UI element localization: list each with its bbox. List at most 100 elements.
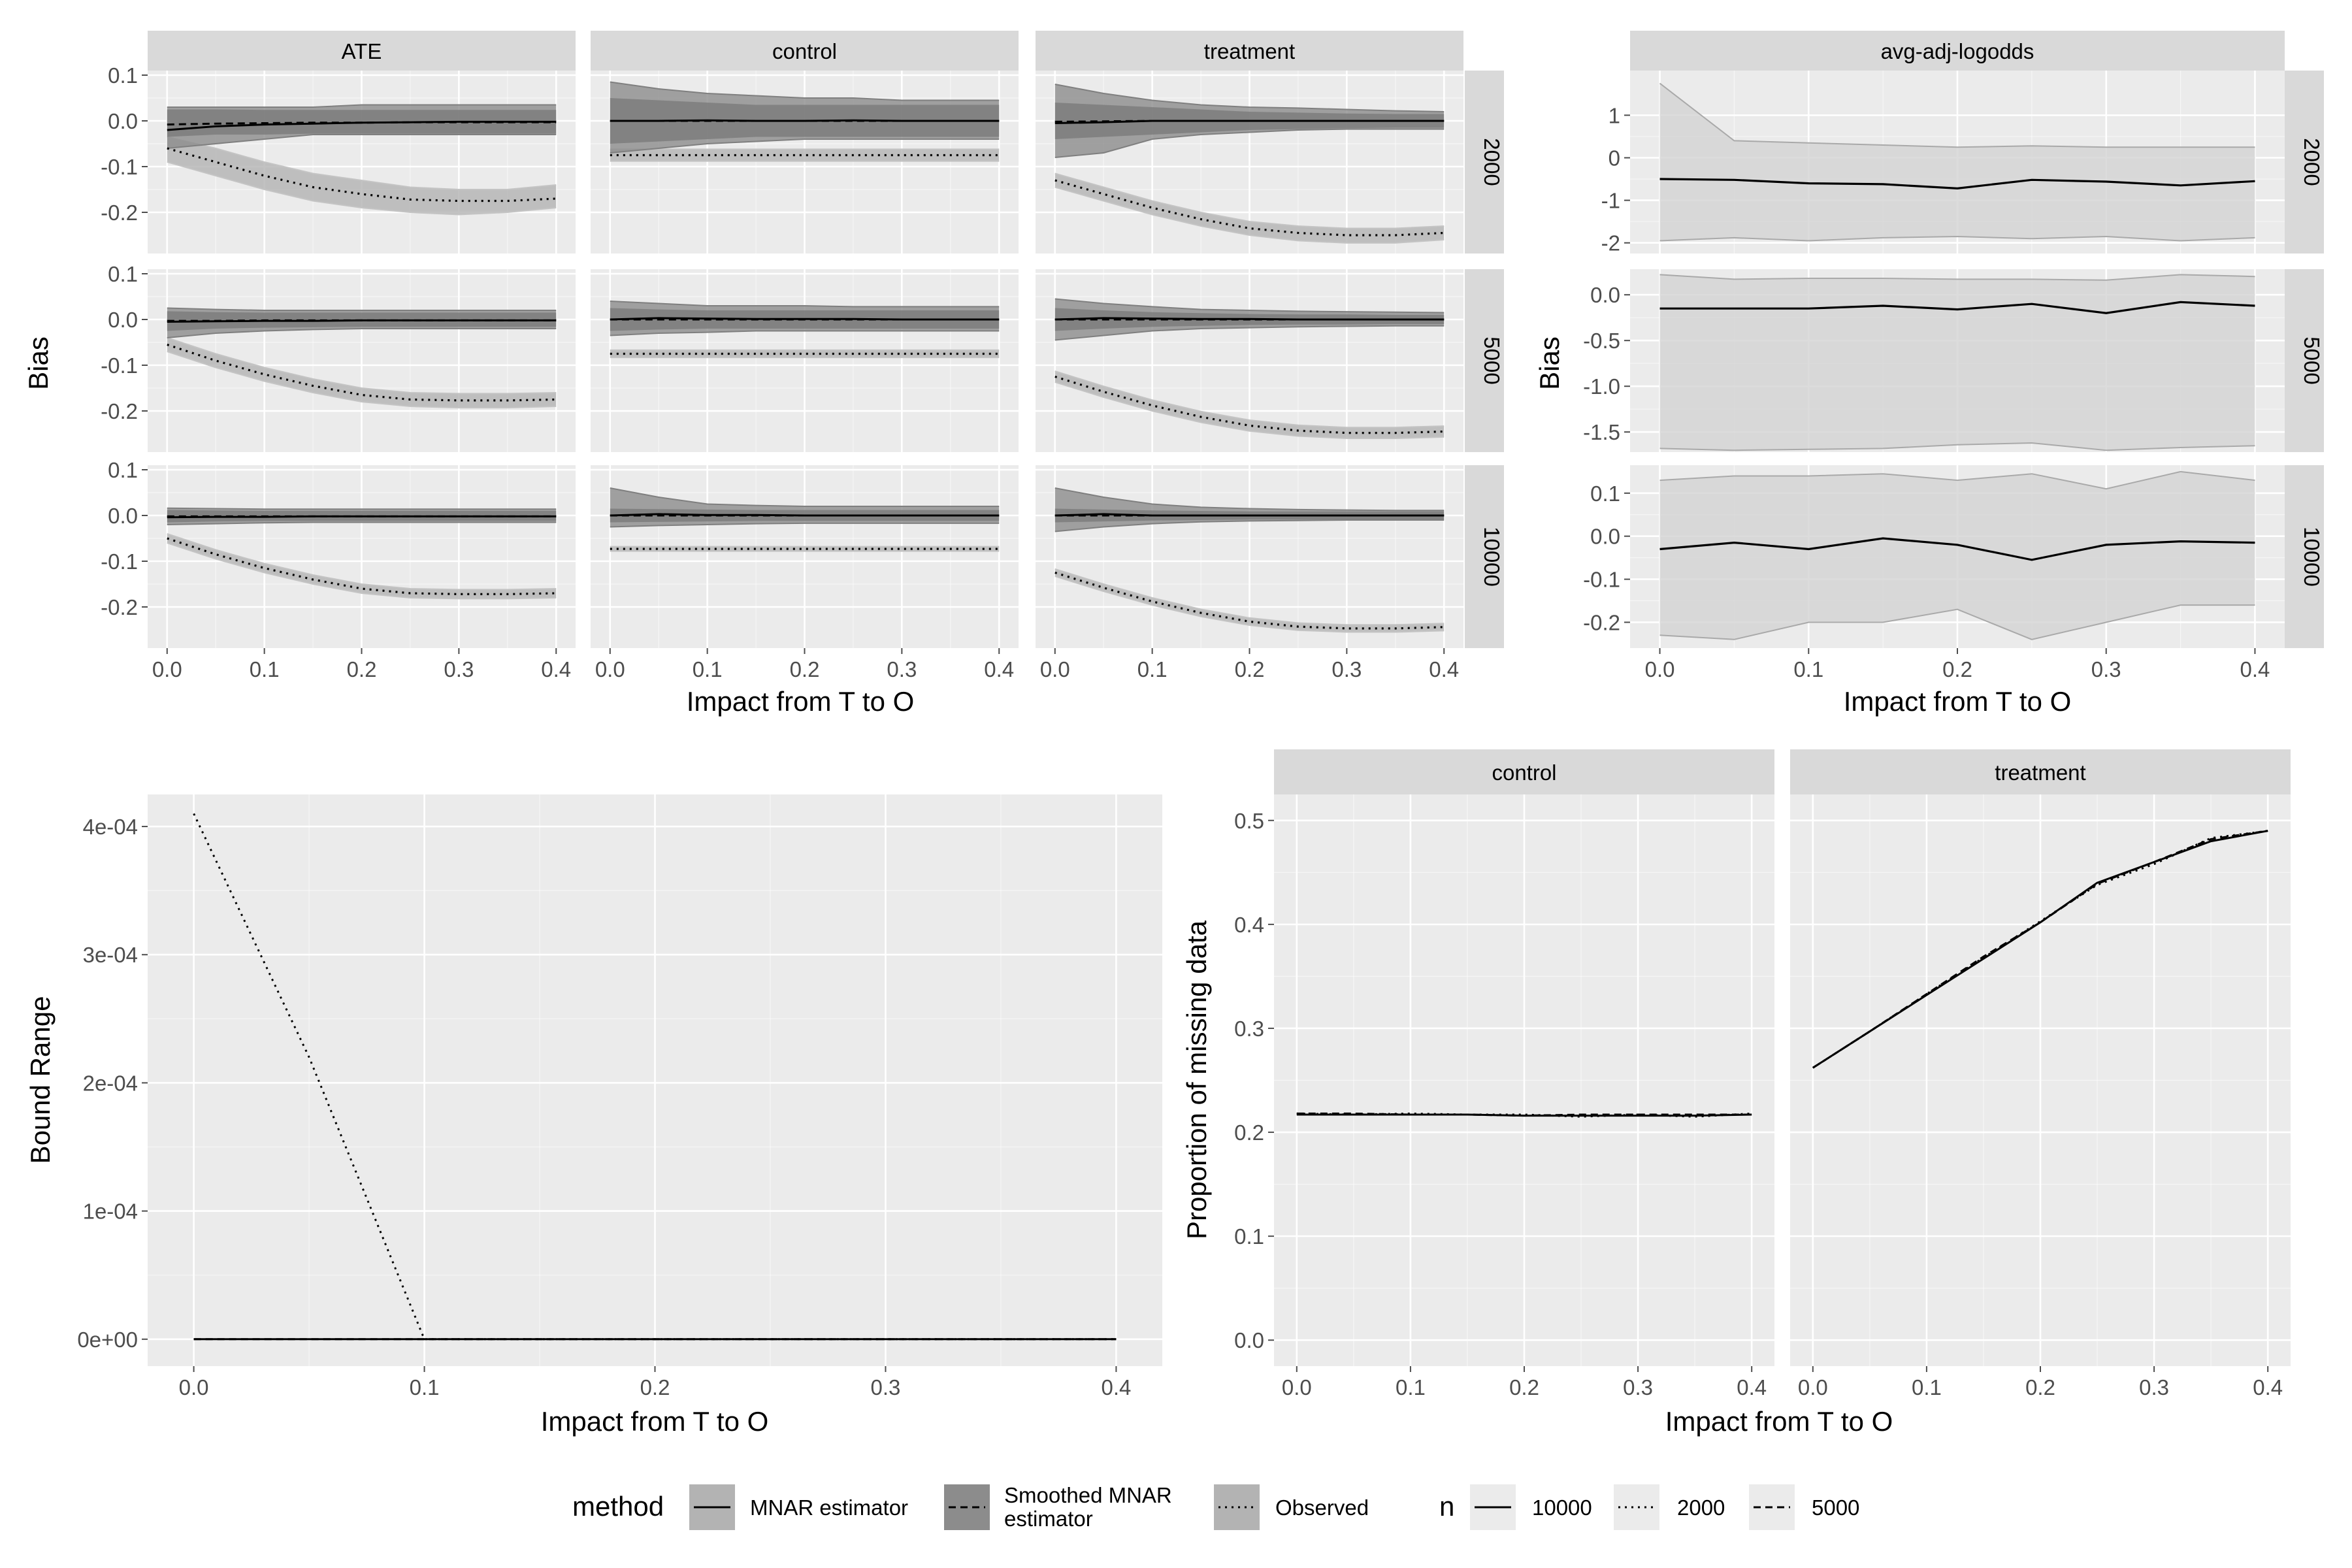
bias-panel-ATE-2000-y-tick-label: -0.1 <box>101 155 138 179</box>
logodds-panel-2000-y-tick-label: -2 <box>1601 231 1620 255</box>
row-strip-label-2000: 2000 <box>1480 138 1504 186</box>
row-strip-10000 <box>1465 465 1504 648</box>
bound-x-axis-title: Impact from T to O <box>541 1406 769 1437</box>
bias-panel-treatment-10000-x-tick-label: 0.4 <box>1429 657 1459 681</box>
missing-panel-treatment-x-tick-label: 0.1 <box>1912 1375 1942 1399</box>
logodds-y-axis-title: Bias <box>1534 336 1565 390</box>
logodds-panel-10000-x-tick-label: 0.4 <box>2240 657 2270 681</box>
bias-panel-ATE-10000-x-tick-label: 0.1 <box>250 657 280 681</box>
strip-logodds <box>1630 31 2285 71</box>
bias-panel-control-10000-x-tick-label: 0.4 <box>984 657 1014 681</box>
missing-y-axis-title: Proportion of missing data <box>1181 920 1212 1239</box>
legend-method-title: method <box>572 1491 664 1522</box>
bound-panel-y-tick-label: 3e-04 <box>83 943 138 967</box>
bound-panel-x-tick-label: 0.0 <box>179 1375 209 1399</box>
bias-panel-ATE-2000-observed-band-lower-edge <box>167 161 557 216</box>
missing-panel-control-y-tick-label: 0.1 <box>1234 1224 1264 1249</box>
bound-panel-x-tick-label: 0.1 <box>410 1375 440 1399</box>
logodds-panel-5000-band-lower-edge <box>1659 442 2255 451</box>
bias-panel-ATE-10000-observed-band <box>167 534 557 599</box>
logodds-panel-10000-x-tick-label: 0.1 <box>1793 657 1823 681</box>
bias-panel-treatment-10000-x-tick-label: 0.1 <box>1137 657 1168 681</box>
legend-n-label-2000: 2000 <box>1677 1495 1725 1520</box>
logodds-row-strip-label-5000: 5000 <box>2300 336 2324 384</box>
missing-panel-control-line-n-2000 <box>1296 1112 1752 1118</box>
bound-panel-y-tick-label: 2e-04 <box>83 1071 138 1095</box>
missing-strip-treatment <box>1790 749 2291 794</box>
missing-panel-treatment-x-tick-label: 0.4 <box>2253 1375 2283 1399</box>
bias-panel-ATE-5000-y-tick-label: -0.2 <box>101 399 138 423</box>
row-strip-label-5000: 5000 <box>1480 336 1504 384</box>
logodds-panel-10000-y-tick-label: 0.1 <box>1590 482 1620 506</box>
logodds-panel-10000-band-lower-edge <box>1659 604 2255 640</box>
bias-panel-ATE-5000-mnar-band-lower-edge <box>167 328 557 338</box>
missing-panel-control-y-tick-label: 0.5 <box>1234 809 1264 833</box>
bias-panel-control-10000-mnar-band-upper-edge <box>610 487 1000 507</box>
bias-panel-treatment-2000-smoothed-line <box>1054 120 1445 123</box>
bias-panel-treatment-10000-observed-band-upper-edge <box>1054 568 1445 626</box>
bound-panel-x-tick-label: 0.2 <box>640 1375 670 1399</box>
logodds-panel-10000-y-tick-label: -0.2 <box>1583 610 1620 634</box>
logodds-panel-2000-band-upper-edge <box>1659 82 2255 148</box>
bias-panel-ATE-2000-y-tick-label: -0.2 <box>101 201 138 225</box>
legend-method-label-line2: estimator <box>1004 1507 1093 1531</box>
bias-panel-control-10000-x-tick-label: 0.2 <box>790 657 820 681</box>
bias-panel-ATE-5000-mnar-band-upper-edge <box>167 307 557 311</box>
missing-panel-treatment-line-n-5000 <box>1812 830 2268 1069</box>
missing-panel-control-x-tick-label: 0.1 <box>1396 1375 1426 1399</box>
logodds-panel-10000-y-tick-label: -0.1 <box>1583 568 1620 592</box>
logodds-panel-5000-band-upper-edge <box>1659 274 2255 281</box>
missing-panel-control-x-tick-label: 0.3 <box>1623 1375 1653 1399</box>
bias-panel-ATE-10000-observed-band-upper-edge <box>167 533 557 591</box>
bias-panel-ATE-5000-smoothed-line <box>167 319 557 322</box>
missing-panel-treatment-x-tick-label: 0.3 <box>2139 1375 2169 1399</box>
logodds-panel-10000-x-tick-label: 0.3 <box>2091 657 2121 681</box>
bias-panel-ATE-10000-x-tick-label: 0.3 <box>444 657 474 681</box>
missing-panel-control-y-tick-label: 0.2 <box>1234 1120 1264 1145</box>
logodds-panel-2000-y-tick-label: 0 <box>1609 146 1620 170</box>
bias-panel-treatment-10000-observed-band <box>1054 568 1445 632</box>
missing-panel-control-y-tick-label: 0.0 <box>1234 1328 1264 1352</box>
missing-panel-control-y-tick-label: 0.3 <box>1234 1017 1264 1041</box>
bias-panel-control-2000-observed-band <box>610 149 1000 161</box>
bias-panel-treatment-5000-observed-band-upper-edge <box>1054 370 1445 429</box>
bias-x-axis-title: Impact from T to O <box>687 686 915 717</box>
bias-panel-ATE-10000-y-tick-label: -0.2 <box>101 595 138 619</box>
bias-panel-ATE-2000-observed-band-upper-edge <box>167 136 557 190</box>
bias-panel-control-10000-x-tick-label: 0.0 <box>595 657 625 681</box>
bias-panel-treatment-5000-observed-band-lower-edge <box>1054 381 1445 439</box>
bias-y-axis-title: Bias <box>23 336 54 390</box>
logodds-row-strip-label-10000: 10000 <box>2300 527 2324 587</box>
bias-panel-ATE-2000-observed-band <box>167 137 557 215</box>
bias-panel-control-5000-mnar-band-upper-edge <box>610 301 1000 308</box>
logodds-panel-2000-line <box>1659 178 2255 190</box>
bias-panel-treatment-10000-observed-band-lower-edge <box>1054 576 1445 633</box>
logodds-panel-10000-x-tick-label: 0.2 <box>1942 657 1972 681</box>
missing-panel-control-y-tick-label: 0.4 <box>1234 913 1264 937</box>
strip-control <box>591 31 1019 71</box>
logodds-panel-5000-y-tick-label: 0.0 <box>1590 283 1620 307</box>
bias-panel-treatment-2000-mnar-band-upper-edge <box>1054 84 1445 112</box>
bias-panel-control-5000-mnar-band-lower-edge <box>610 330 1000 336</box>
legend-n-title: n <box>1439 1491 1454 1522</box>
bias-panel-ATE-10000-mnar-band-lower-edge <box>167 521 557 525</box>
missing-panel-control-x-tick-label: 0.4 <box>1737 1375 1767 1399</box>
bias-panel-treatment-5000-observed-band <box>1054 371 1445 438</box>
bias-panel-ATE-5000-observed-band-lower-edge <box>167 351 557 409</box>
bias-panel-ATE-10000-y-tick-label: 0.1 <box>108 458 138 482</box>
row-strip-5000 <box>1465 269 1504 452</box>
bias-panel-ATE-2000-y-tick-label: 0.1 <box>108 63 138 88</box>
bias-panel-treatment-2000-mnar-band-lower-edge <box>1054 128 1445 158</box>
logodds-row-strip-2000 <box>2285 71 2324 253</box>
bias-panel-treatment-2000-observed-band-upper-edge <box>1054 172 1445 229</box>
logodds-panel-10000-y-tick-label: 0.0 <box>1590 525 1620 549</box>
bias-panel-ATE-5000-observed-band <box>167 338 557 408</box>
bias-panel-treatment-10000-mnar-band <box>1054 488 1445 532</box>
missing-panel-control-x-tick-label: 0.2 <box>1509 1375 1539 1399</box>
bound-panel-x-tick-label: 0.3 <box>871 1375 901 1399</box>
bias-panel-ATE-5000-y-tick-label: -0.1 <box>101 353 138 378</box>
bias-panel-ATE-5000-observed-band-upper-edge <box>167 337 557 395</box>
missing-panel-treatment-x-tick-label: 0.0 <box>1798 1375 1828 1399</box>
strip-label-treatment: treatment <box>1204 39 1295 63</box>
missing-panel-treatment-x-tick-label: 0.2 <box>2025 1375 2055 1399</box>
